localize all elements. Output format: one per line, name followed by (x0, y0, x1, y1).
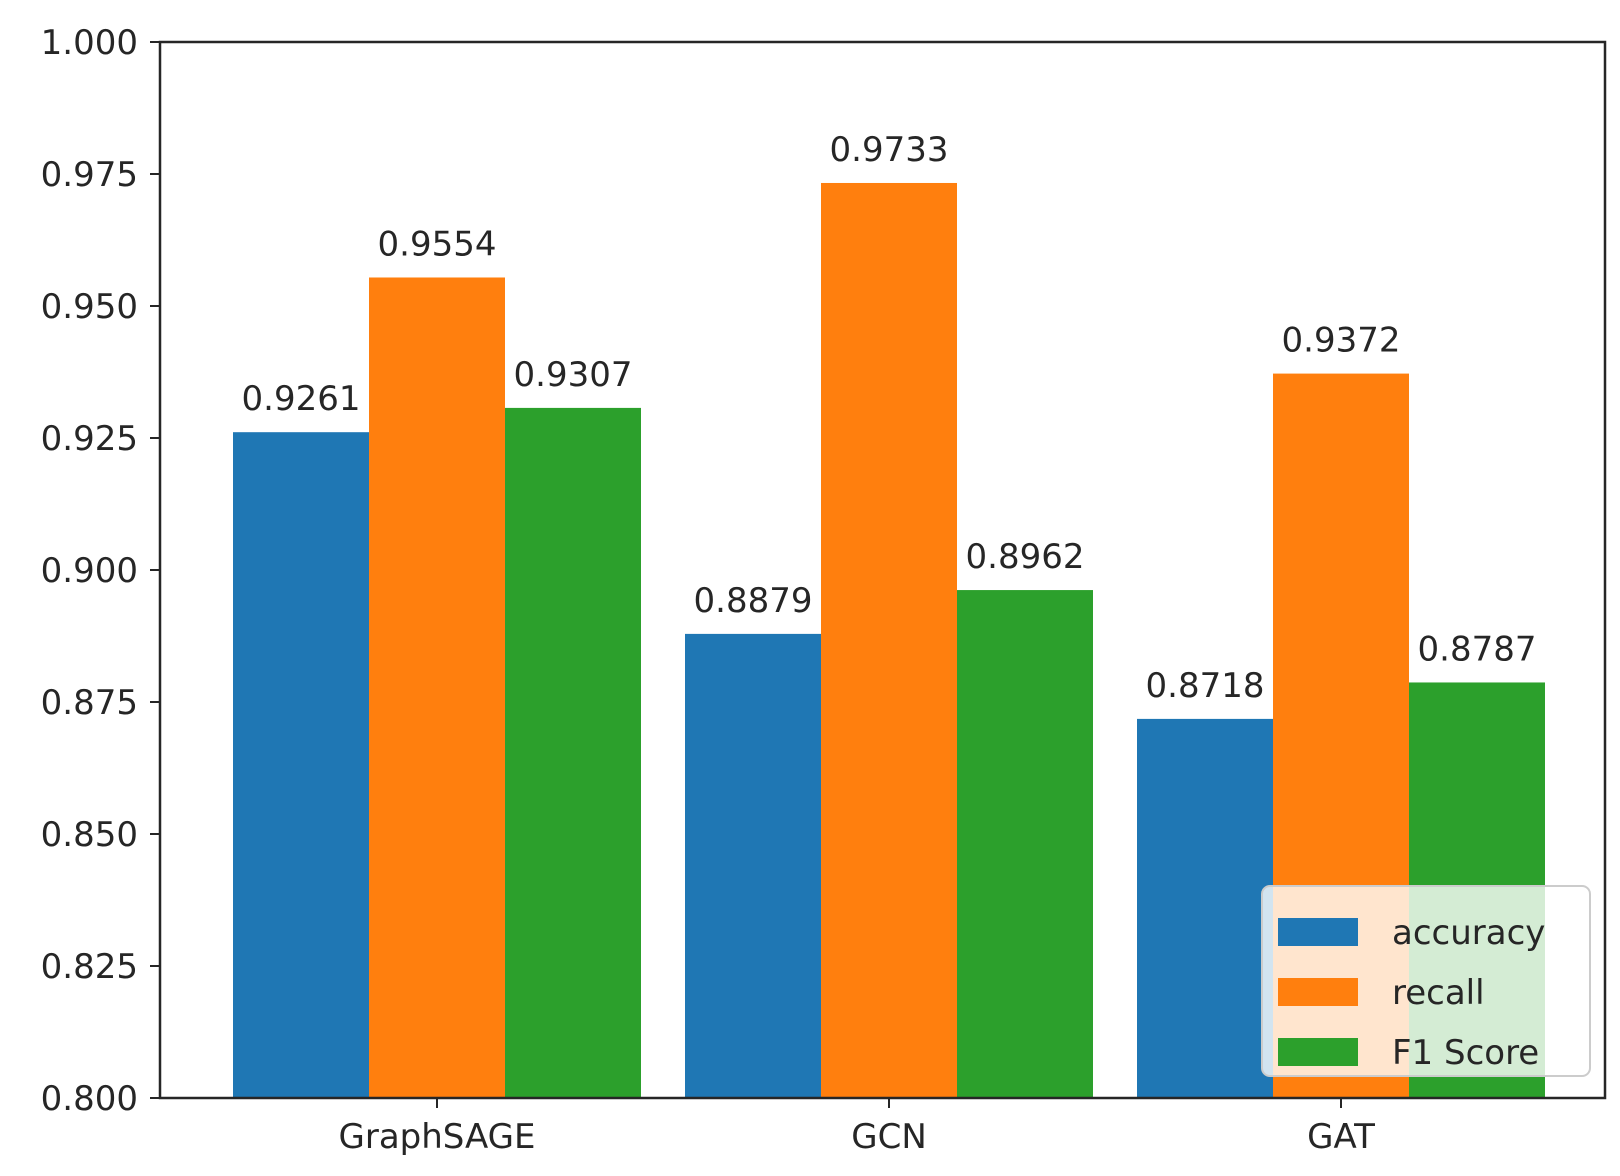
y-tick-label: 1.000 (41, 23, 138, 63)
legend-label: accuracy (1392, 913, 1545, 953)
legend-swatch-f1-score (1278, 1038, 1358, 1066)
y-tick-label: 0.900 (41, 551, 138, 591)
legend-swatch-accuracy (1278, 918, 1358, 946)
bar-f1-score-graphsage (505, 407, 641, 1098)
y-tick-label: 0.800 (41, 1079, 138, 1119)
y-tick-label: 0.950 (41, 287, 138, 327)
bar-labels-layer: 0.9261 0.9554 0.9307 0.8879 0.9733 0.8962 0.87… (242, 130, 1537, 706)
y-tick-label: 0.850 (41, 815, 138, 855)
legend-swatch-recall (1278, 978, 1358, 1006)
y-tick-label: 0.975 (41, 155, 138, 195)
bar-value-label: 0.9733 (830, 130, 949, 170)
bar-value-label: 0.8962 (966, 537, 1085, 577)
bar-value-label: 0.8787 (1418, 629, 1537, 669)
y-tick-label: 0.825 (41, 947, 138, 987)
bar-accuracy-gcn (685, 633, 821, 1098)
y-tick-label: 0.875 (41, 683, 138, 723)
bar-f1-score-gcn (957, 590, 1093, 1098)
bar-value-label: 0.9372 (1282, 321, 1401, 361)
x-tick-label: GAT (1307, 1117, 1375, 1157)
plot-frame (158, 40, 1607, 1100)
x-tick-label: GCN (851, 1117, 927, 1157)
bar-value-label: 0.8879 (694, 581, 813, 621)
bar-value-label: 0.9261 (242, 379, 361, 419)
bar-recall-gcn (821, 182, 957, 1098)
bar-accuracy-graphsage (233, 432, 369, 1098)
legend-label: recall (1392, 973, 1485, 1013)
axes-layer: GraphSAGE GCN GAT 0.800 0.825 0.850 0.875 0.900… (41, 23, 1607, 1157)
bar-recall-graphsage (369, 277, 505, 1098)
bar-value-label: 0.8718 (1146, 666, 1265, 706)
bar-accuracy-gat (1137, 718, 1273, 1098)
legend-label: F1 Score (1392, 1033, 1539, 1073)
y-tick-label: 0.925 (41, 419, 138, 459)
x-tick-label: GraphSAGE (339, 1117, 536, 1157)
bar-value-label: 0.9554 (378, 224, 497, 264)
bar-value-label: 0.9307 (514, 355, 633, 395)
legend: accuracy recall F1 Score (1261, 885, 1591, 1077)
